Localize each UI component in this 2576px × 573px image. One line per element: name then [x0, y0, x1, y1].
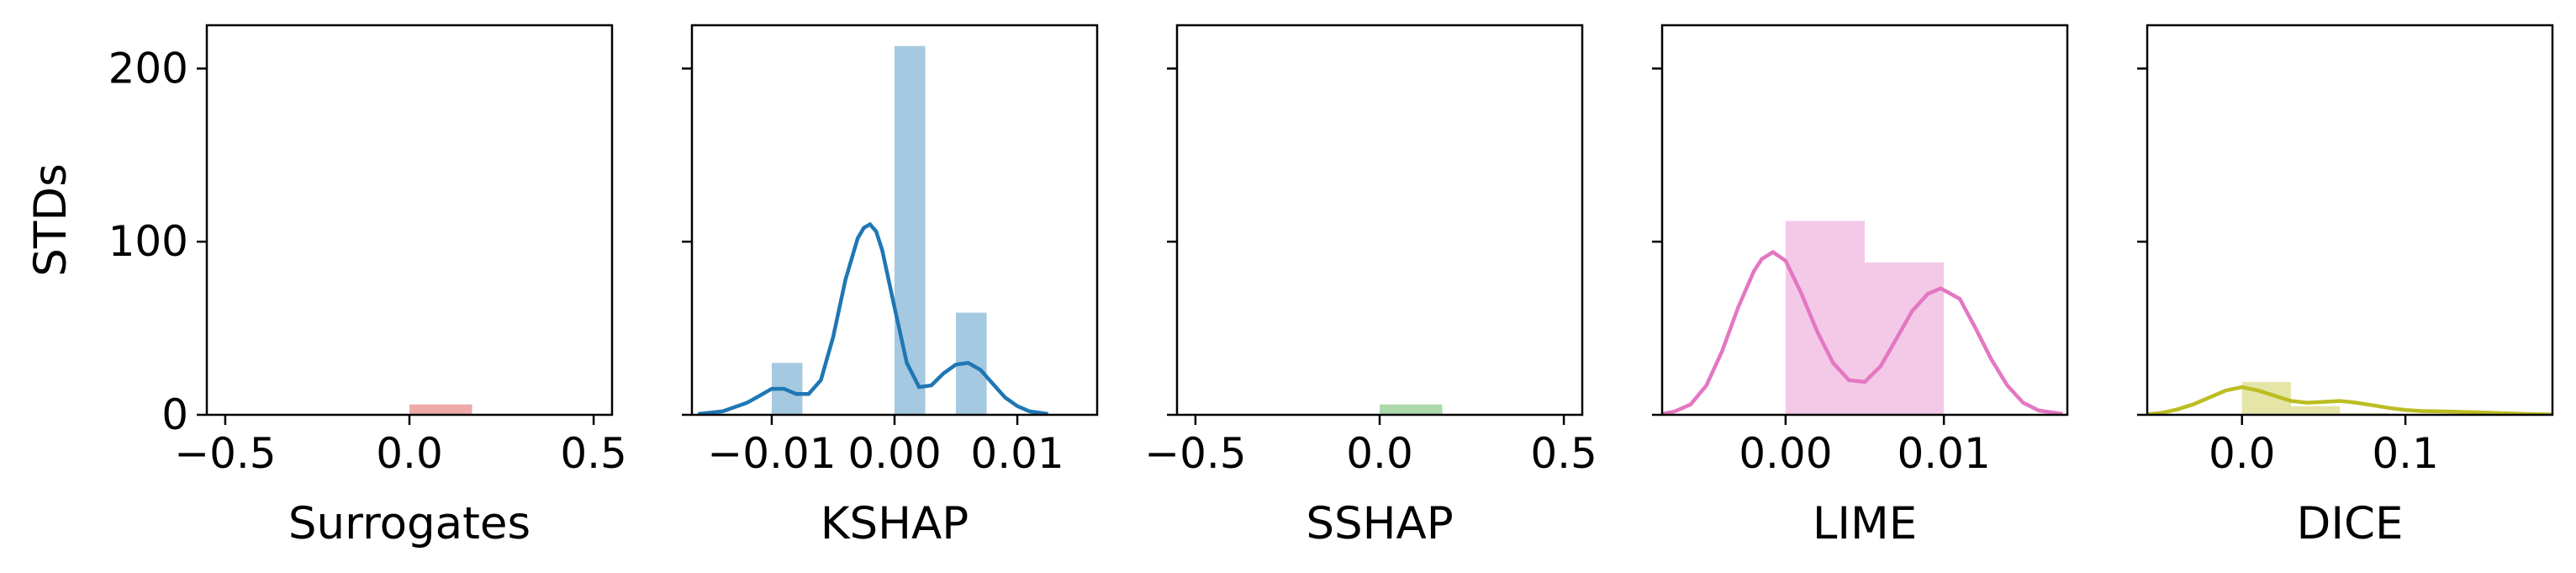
x-tick-label: 0.00 — [1739, 429, 1832, 478]
subplot-dice: 0.0 0.1 DICE — [2137, 24, 2554, 549]
kde-line — [698, 221, 1048, 415]
x-axis-label: KSHAP — [821, 498, 969, 549]
axes-frame — [1175, 24, 1584, 416]
y-axis-label: STDs — [25, 163, 77, 276]
x-tick-label: 0.1 — [2372, 429, 2439, 478]
x-tick-label: 0.0 — [1346, 429, 1413, 478]
x-tick-label: −0.5 — [1144, 429, 1246, 478]
x-axis-label: Surrogates — [288, 498, 531, 549]
x-tick-label: 0.01 — [1897, 429, 1990, 478]
subplot-surrogates: −0.5 0.0 0.5 0 100 200 Surrogates STDs — [25, 24, 627, 549]
histogram-bar — [2291, 406, 2341, 415]
y-tick-label: 0 — [161, 390, 188, 439]
y-tick-label: 200 — [108, 44, 188, 93]
x-tick-label: 0.0 — [2209, 429, 2276, 478]
x-tick-label: −0.5 — [174, 429, 276, 478]
kde-line — [2147, 385, 2552, 415]
subplot-sshap: −0.5 0.0 0.5 SSHAP — [1144, 24, 1597, 549]
histogram-bar — [895, 45, 926, 415]
x-axis-label: SSHAP — [1306, 498, 1453, 549]
x-tick-label: 0.01 — [970, 429, 1064, 478]
x-tick-label: 0.5 — [1530, 429, 1597, 478]
histogram-bar — [1380, 404, 1443, 415]
y-tick-label: 100 — [108, 217, 188, 266]
x-tick-label: −0.01 — [707, 429, 836, 478]
axes-frame — [1660, 24, 2069, 416]
histogram-bar — [409, 404, 472, 415]
x-tick-label: 0.5 — [560, 429, 627, 478]
axes-frame — [205, 24, 614, 416]
x-axis-label: DICE — [2297, 498, 2404, 549]
subplot-lime: 0.00 0.01 LIME — [1652, 24, 2069, 549]
histogram-bar — [1785, 220, 1865, 415]
x-axis-label: LIME — [1813, 498, 1917, 549]
axes-frame — [2146, 24, 2554, 416]
histogram-bar — [1865, 262, 1945, 415]
x-tick-label: 0.0 — [376, 429, 443, 478]
kde-line — [1662, 249, 2063, 415]
x-tick-label: 0.00 — [847, 429, 941, 478]
